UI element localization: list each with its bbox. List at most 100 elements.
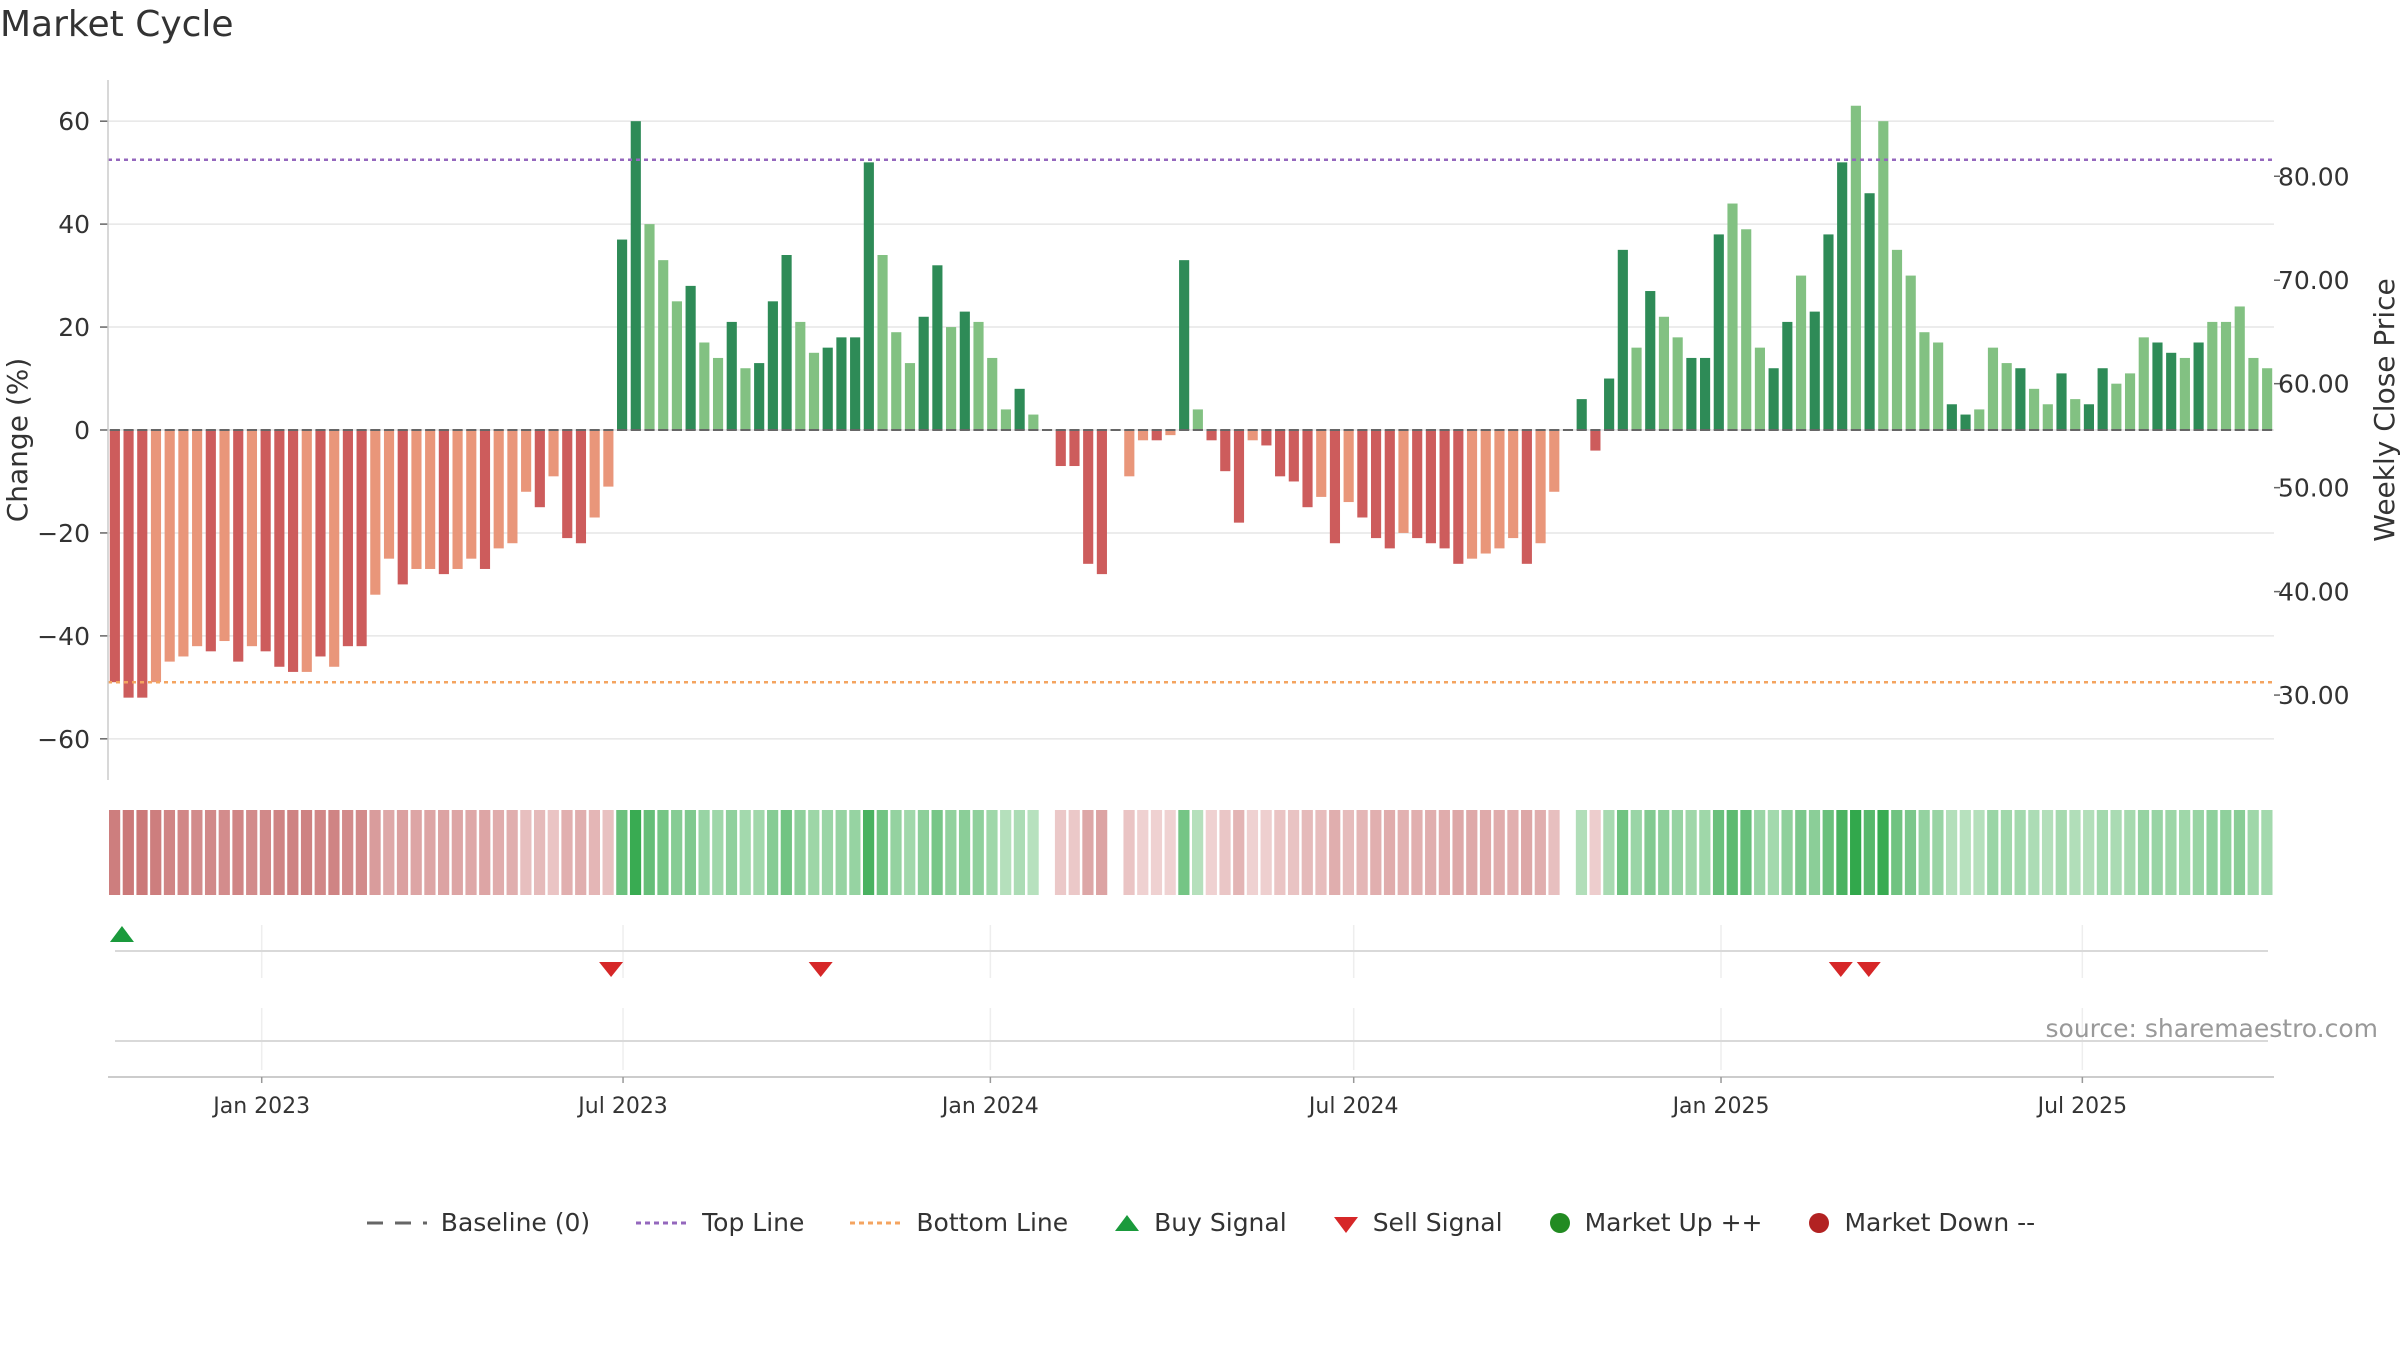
legend-baseline-label: Baseline (0): [440, 1208, 591, 1237]
bar: [1508, 430, 1519, 539]
strip-cell: [2179, 810, 2191, 895]
strip-cell: [1370, 810, 1382, 895]
strip-cell: [1054, 810, 1067, 895]
bar: [726, 321, 737, 430]
bar: [205, 430, 216, 652]
bar: [1754, 347, 1765, 430]
bar: [2207, 321, 2218, 430]
axes: −60 −40 −20 0 20 40 60 30.00 40.00 50.00 60.00 70.0…: [1, 80, 2400, 780]
strip-cell: [2165, 810, 2177, 895]
strip-cell: [1287, 810, 1300, 895]
bar: [863, 162, 874, 430]
x-tick-label: Jan 2023: [211, 1094, 310, 1119]
bar: [1960, 414, 1971, 430]
strip-cell: [1013, 810, 1025, 895]
strip-cell: [629, 810, 642, 895]
bar: [1645, 291, 1656, 430]
bar: [219, 430, 230, 642]
strip-cell: [2110, 810, 2122, 895]
strip-cell: [821, 810, 834, 895]
strip-cell: [1137, 810, 1149, 895]
bar: [2124, 373, 2136, 430]
bar: [287, 430, 299, 672]
strip-cell: [602, 810, 614, 895]
bar: [959, 311, 970, 430]
bar: [1521, 430, 1532, 564]
bar: [575, 430, 587, 544]
strip-cell: [492, 810, 505, 895]
bar: [891, 332, 902, 430]
strip-cell: [1521, 810, 1533, 895]
strip-cell: [1754, 810, 1766, 895]
strip-cell: [1891, 810, 1903, 895]
bar: [2001, 363, 2012, 430]
bar: [1329, 430, 1341, 544]
bar: [1768, 368, 1779, 430]
strip-cell: [1315, 810, 1327, 895]
bar: [1576, 399, 1587, 430]
legend-sell: Sell Signal: [1331, 1208, 1503, 1237]
bar: [192, 430, 203, 647]
strip-cell: [753, 810, 765, 895]
x-tick-label: Jan 2024: [940, 1094, 1039, 1119]
strip-cell: [1425, 810, 1437, 895]
bar: [2083, 404, 2095, 430]
bar: [685, 285, 696, 430]
strip-cell: [355, 810, 367, 895]
legend-buy: Buy Signal: [1112, 1208, 1287, 1237]
strip-cell: [958, 810, 971, 895]
bar: [877, 255, 888, 430]
bar: [1137, 430, 1149, 441]
bar: [1905, 275, 1916, 430]
bar: [356, 430, 367, 647]
bar: [2015, 368, 2026, 430]
strip-cell: [1836, 810, 1848, 895]
strip-cell: [1000, 810, 1012, 895]
bar: [548, 430, 559, 477]
bar: [2262, 368, 2273, 430]
bar: [1549, 430, 1560, 492]
strip-cell: [1123, 810, 1135, 895]
strip-cell: [1233, 810, 1245, 895]
legend-top-line-label: Top Line: [702, 1208, 805, 1237]
strip-cell: [1863, 810, 1875, 895]
strip-cell: [1178, 810, 1190, 895]
strip-cell: [767, 810, 779, 895]
strip-cell: [342, 810, 354, 895]
bar: [2248, 357, 2259, 430]
strip-cell: [2192, 810, 2204, 895]
strip-cell: [109, 810, 121, 895]
strip-cell: [1616, 810, 1629, 895]
bar: [1192, 409, 1203, 430]
bar: [1864, 193, 1875, 430]
bar: [1425, 430, 1436, 544]
strip-cell: [2083, 810, 2095, 895]
strip-cell: [835, 810, 847, 895]
strip-cell: [986, 810, 998, 895]
bottom-line-dotted-icon: [850, 1221, 903, 1224]
legend-sell-label: Sell Signal: [1372, 1208, 1503, 1237]
strip-cell: [547, 810, 559, 895]
bar: [1288, 430, 1299, 482]
legend-market-up-label: Market Up ++: [1584, 1208, 1763, 1237]
strip-cell: [2014, 810, 2026, 895]
market-up-dot-icon: [1549, 1212, 1570, 1233]
strip-cell: [794, 810, 806, 895]
bar: [301, 430, 312, 672]
bar: [1302, 430, 1313, 508]
bar: [904, 363, 916, 430]
strip-cell: [561, 810, 573, 895]
bar: [2097, 368, 2108, 430]
bar: [123, 430, 134, 698]
y-tick-label: 0: [74, 416, 90, 445]
strip-cell: [1589, 810, 1601, 895]
strip-cell: [712, 810, 724, 895]
strip-cell: [1644, 810, 1656, 895]
bar: [767, 301, 778, 430]
strip-cell: [1630, 810, 1642, 895]
bar: [1795, 275, 1807, 430]
y2-tick-label: 60.00: [2278, 370, 2350, 399]
bar: [2166, 352, 2177, 430]
sell-signal-marker: [599, 962, 624, 977]
strip-cell: [780, 810, 792, 895]
